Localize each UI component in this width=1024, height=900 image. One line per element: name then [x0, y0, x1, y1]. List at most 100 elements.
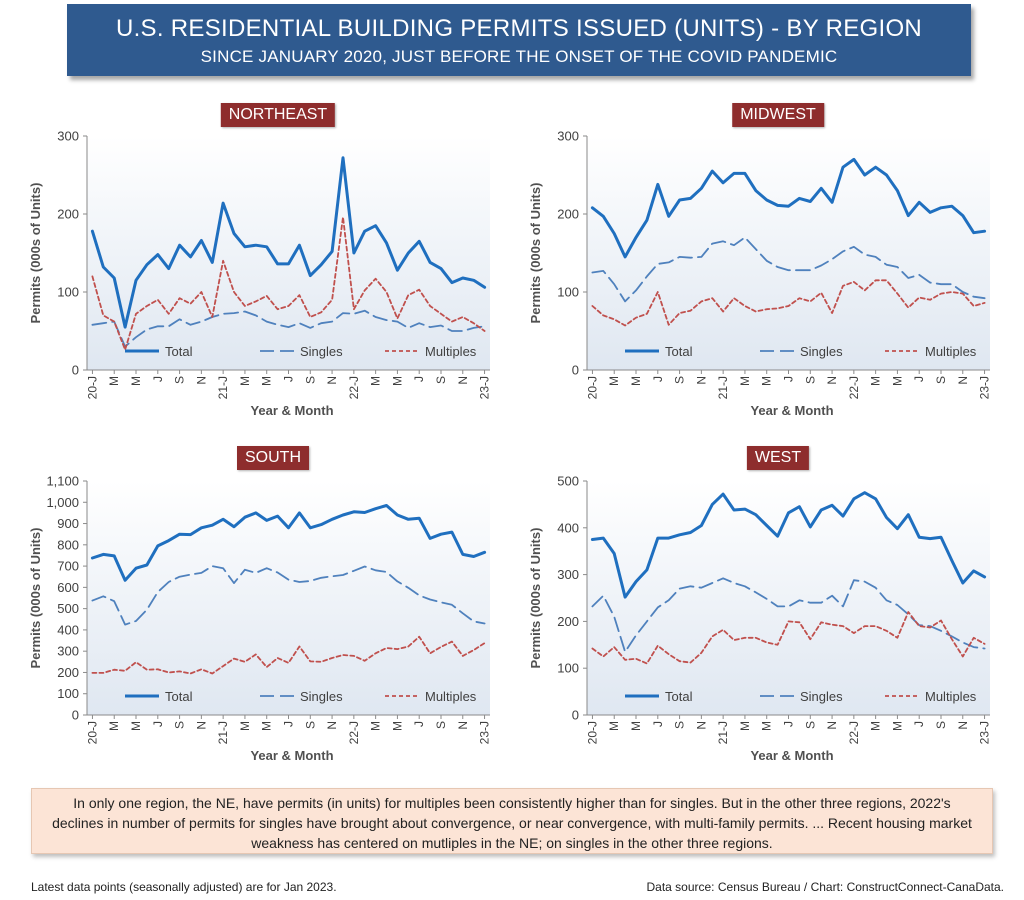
legend-label-total: Total: [665, 689, 693, 704]
y-tick-label: 200: [557, 614, 579, 629]
x-tick-label: N: [825, 376, 839, 385]
series-line-singles: [91, 309, 486, 348]
y-axis-title: Permits (000s of Units): [28, 183, 43, 324]
x-tick-label: 23-J: [478, 376, 492, 399]
x-tick-label: J: [151, 376, 165, 382]
y-tick-label: 1,100: [46, 474, 79, 489]
x-tick-label: N: [694, 721, 708, 730]
x-tick-label: N: [456, 376, 470, 385]
y-tick-label: 600: [57, 580, 79, 595]
series-line-multiples: [591, 279, 986, 327]
x-tick-label: J: [912, 721, 926, 727]
y-tick-label: 100: [557, 661, 579, 676]
chart-title-midwest: MIDWEST: [732, 103, 824, 127]
series-line-multiples: [91, 216, 486, 351]
legend-label-multiples: Multiples: [925, 689, 977, 704]
y-tick-label: 200: [57, 207, 79, 222]
page-subtitle: SINCE JANUARY 2020, JUST BEFORE THE ONSE…: [200, 47, 838, 66]
x-tick-label: J: [651, 721, 665, 727]
legend-label-multiples: Multiples: [425, 689, 477, 704]
series-line-singles: [591, 577, 986, 653]
x-tick-label: M: [129, 721, 143, 731]
series-line-total: [590, 491, 987, 599]
x-tick-label: S: [803, 721, 817, 729]
x-tick-label: N: [694, 376, 708, 385]
y-tick-label: 200: [557, 207, 579, 222]
x-tick-label: S: [173, 721, 187, 729]
y-tick-label: 500: [57, 601, 79, 616]
x-tick-label: M: [738, 721, 752, 731]
x-tick-label: N: [325, 376, 339, 385]
y-tick-label: 300: [557, 567, 579, 582]
x-tick-label: M: [869, 721, 883, 731]
x-tick-label: M: [238, 376, 252, 386]
x-tick-label: M: [107, 721, 121, 731]
footer-latest-data: Latest data points (seasonally adjusted)…: [31, 880, 337, 894]
x-tick-label: N: [325, 721, 339, 730]
x-tick-label: N: [194, 721, 208, 730]
x-tick-label: N: [956, 376, 970, 385]
x-tick-label: 22-J: [347, 376, 361, 399]
x-tick-label: J: [412, 721, 426, 727]
legend-label-singles: Singles: [300, 344, 343, 359]
x-tick-label: S: [934, 376, 948, 384]
series-line-total: [90, 156, 487, 329]
y-axis-title: Permits (000s of Units): [528, 528, 543, 669]
y-tick-label: 100: [57, 686, 79, 701]
y-tick-label: 300: [57, 644, 79, 659]
x-tick-label: M: [260, 721, 274, 731]
x-tick-label: J: [912, 376, 926, 382]
legend-label-total: Total: [165, 344, 193, 359]
y-tick-label: 200: [57, 665, 79, 680]
x-tick-label: M: [760, 721, 774, 731]
chart-svg: 0 100 200 300 400 500 600 700 800 900 1,000 1,100 20…: [28, 474, 492, 764]
plot-area: [587, 136, 990, 370]
plot-area: [587, 481, 990, 715]
x-tick-label: 20-J: [85, 376, 99, 399]
x-tick-label: J: [282, 376, 296, 382]
series-line-total: [90, 504, 487, 582]
x-axis-title: Year & Month: [250, 748, 333, 763]
chart-midwest: 0 100 200 300 20-J M M J S N 21-J M M J S N 22-J M M J S N 23-…: [520, 100, 1020, 430]
legend-label-singles: Singles: [800, 344, 843, 359]
x-tick-label: M: [607, 721, 621, 731]
legend-label-total: Total: [665, 344, 693, 359]
page-title: U.S. RESIDENTIAL BUILDING PERMITS ISSUED…: [115, 15, 923, 42]
chart-west: 0 100 200 300 400 500 20-J M M J S N 21-J M M J S N 22-J M M…: [520, 445, 1020, 775]
x-tick-label: J: [412, 376, 426, 382]
y-tick-label: 0: [72, 708, 79, 723]
x-tick-label: M: [369, 721, 383, 731]
x-tick-label: J: [782, 376, 796, 382]
x-axis-title: Year & Month: [750, 403, 833, 418]
chart-south: 0 100 200 300 400 500 600 700 800 900 1,000 1,100 20…: [20, 445, 520, 775]
x-tick-label: 21-J: [716, 376, 730, 399]
x-tick-label: M: [738, 376, 752, 386]
x-tick-label: 22-J: [847, 376, 861, 399]
y-tick-label: 500: [557, 474, 579, 489]
legend-label-multiples: Multiples: [425, 344, 477, 359]
x-tick-label: M: [107, 376, 121, 386]
x-tick-label: J: [282, 721, 296, 727]
x-tick-label: M: [238, 721, 252, 731]
x-tick-label: 21-J: [716, 721, 730, 744]
x-tick-label: M: [390, 721, 404, 731]
y-tick-label: 0: [572, 708, 579, 723]
footer-source: Data source: Census Bureau / Chart: Cons…: [646, 880, 1004, 894]
x-tick-label: S: [673, 721, 687, 729]
x-tick-label: 22-J: [847, 721, 861, 744]
x-tick-label: 23-J: [978, 721, 992, 744]
y-tick-label: 800: [57, 537, 79, 552]
y-tick-label: 700: [57, 559, 79, 574]
x-axis-title: Year & Month: [250, 403, 333, 418]
title-banner: U.S. RESIDENTIAL BUILDING PERMITS ISSUED…: [67, 4, 971, 76]
y-tick-label: 400: [57, 622, 79, 637]
x-tick-label: M: [390, 376, 404, 386]
x-tick-label: M: [629, 376, 643, 386]
x-tick-label: 22-J: [347, 721, 361, 744]
x-tick-label: S: [434, 376, 448, 384]
y-tick-label: 400: [557, 520, 579, 535]
x-tick-label: 21-J: [216, 376, 230, 399]
chart-title-south: SOUTH: [237, 446, 309, 470]
